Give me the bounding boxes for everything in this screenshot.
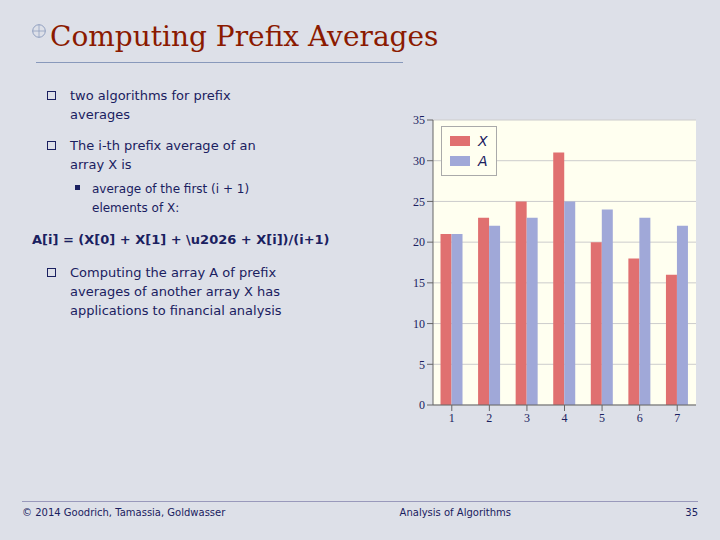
svg-text:2: 2 — [486, 411, 492, 425]
svg-text:7: 7 — [674, 411, 680, 425]
html-text:© 2014 Goodrich, Tamassia, Gol: © 2014 Goodrich, Tamassia, Goldwasser — [22, 507, 226, 518]
html-text:Computing the array A of prefi: Computing the array A of prefix averages… — [70, 265, 282, 318]
svg-text:25: 25 — [413, 195, 425, 209]
svg-text:6: 6 — [637, 411, 643, 425]
html-text:X: X — [478, 133, 488, 149]
svg-text:5: 5 — [419, 358, 425, 372]
svg-text:10: 10 — [413, 317, 425, 331]
svg-text:30: 30 — [413, 154, 425, 168]
svg-text:35: 35 — [413, 113, 425, 127]
html-text:two algorithms for prefix aver: two algorithms for prefix averages — [70, 88, 231, 122]
html-text:Computing Prefix Averages: Computing Prefix Averages — [50, 20, 439, 53]
html-text:average of the first (i + 1) e: average of the first (i + 1) elements of… — [92, 182, 250, 215]
html-text:A[i] = (X[0] + X[1] + \u2026 +: A[i] = (X[0] + X[1] + \u2026 + X[i])/(i+… — [32, 232, 330, 247]
html-text:Analysis of Algorithms: Analysis of Algorithms — [399, 507, 511, 518]
svg-text:1: 1 — [449, 411, 455, 425]
svg-text:20: 20 — [413, 235, 425, 249]
html-text:A: A — [478, 153, 488, 169]
svg-text:4: 4 — [562, 411, 568, 425]
html-text:35: 35 — [685, 507, 698, 518]
html-text:The i-th prefix average of an: The i-th prefix average of an array X is — [70, 138, 256, 172]
svg-text:15: 15 — [413, 276, 425, 290]
svg-text:0: 0 — [419, 398, 425, 412]
svg-text:3: 3 — [524, 411, 530, 425]
svg-text:5: 5 — [599, 411, 605, 425]
